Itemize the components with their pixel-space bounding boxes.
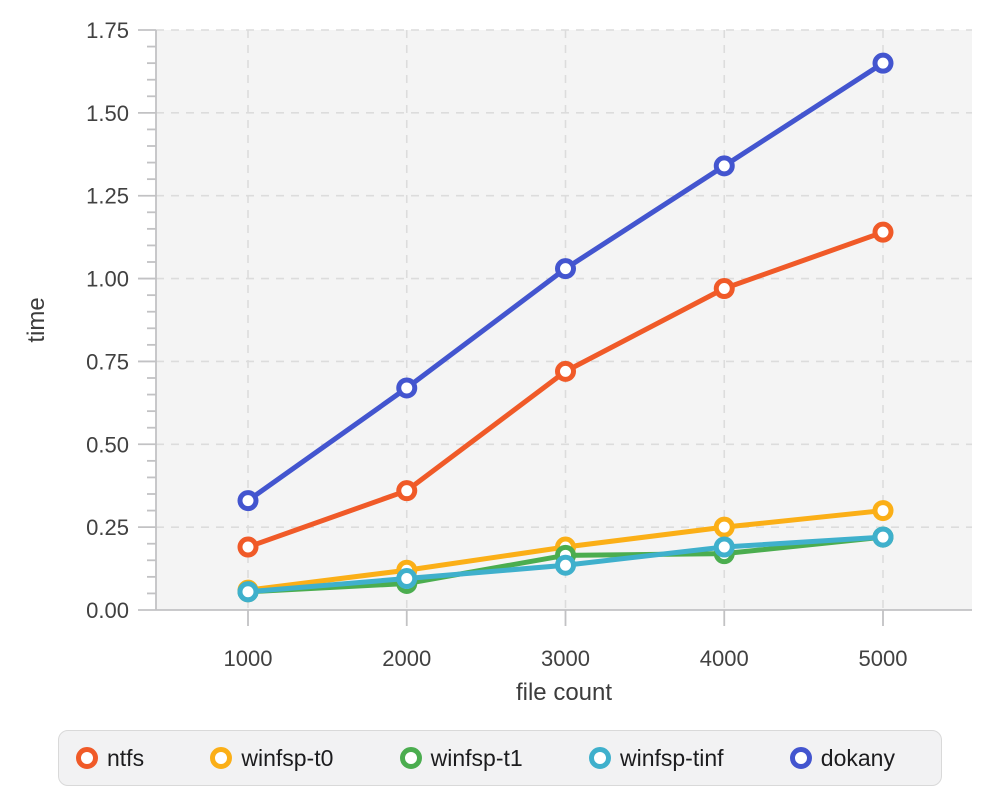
- x-tick-label: 4000: [700, 646, 749, 671]
- y-tick-label: 1.50: [86, 101, 129, 126]
- legend-marker-dokany: [789, 747, 812, 769]
- legend-label-dokany: dokany: [820, 744, 895, 771]
- data-point-dokany: [237, 490, 259, 512]
- data-point-winfsp-tinf: [555, 554, 576, 576]
- y-tick-label: 0.25: [86, 515, 129, 540]
- x-tick-label: 3000: [541, 646, 590, 671]
- data-point-dokany: [872, 52, 894, 74]
- legend-label-ntfs: ntfs: [107, 744, 145, 771]
- data-point-dokany: [555, 258, 576, 280]
- data-point-winfsp-tinf: [396, 568, 418, 590]
- x-tick-label: 1000: [224, 646, 273, 671]
- legend-item-ntfs: ntfs: [76, 744, 145, 771]
- data-point-ntfs: [555, 360, 576, 382]
- legend-marker-winfsp-t0: [210, 747, 233, 769]
- legend-marker-ntfs: [76, 747, 98, 769]
- data-point-ntfs: [713, 278, 735, 300]
- data-point-winfsp-t0: [872, 500, 894, 522]
- y-tick-label: 1.25: [86, 184, 129, 209]
- data-point-winfsp-tinf: [872, 526, 894, 548]
- data-point-winfsp-tinf: [237, 581, 259, 603]
- legend-item-winfsp-tinf: winfsp-tinf: [588, 744, 724, 771]
- legend-marker-winfsp-tinf: [588, 747, 611, 769]
- data-point-winfsp-tinf: [713, 536, 735, 558]
- data-point-ntfs: [237, 536, 259, 558]
- legend-marker-winfsp-t1: [399, 747, 422, 769]
- legend-label-winfsp-t1: winfsp-t1: [430, 744, 523, 771]
- data-point-dokany: [713, 155, 735, 177]
- y-tick-label: 1.75: [86, 18, 129, 43]
- x-tick-label: 2000: [382, 646, 431, 671]
- data-point-ntfs: [396, 480, 418, 502]
- y-tick-label: 0.50: [86, 432, 129, 457]
- legend-item-winfsp-t1: winfsp-t1: [399, 744, 523, 771]
- data-point-winfsp-t0: [713, 516, 735, 538]
- data-point-ntfs: [872, 221, 894, 243]
- x-tick-label: 5000: [859, 646, 908, 671]
- y-tick-label: 0.75: [86, 349, 129, 374]
- y-tick-label: 1.00: [86, 267, 129, 292]
- legend: ntfs winfsp-t0 winfsp-t1 winfsp-tinf dokany: [58, 730, 942, 786]
- y-tick-label: 0.00: [86, 598, 129, 623]
- x-axis-title: file count: [516, 679, 612, 706]
- y-axis-title: time: [23, 297, 50, 342]
- legend-item-dokany: dokany: [789, 744, 895, 771]
- legend-label-winfsp-tinf: winfsp-tinf: [619, 744, 724, 771]
- legend-label-winfsp-t0: winfsp-t0: [241, 744, 334, 771]
- plot-area: [156, 30, 972, 610]
- legend-item-winfsp-t0: winfsp-t0: [210, 744, 334, 771]
- data-point-dokany: [396, 377, 418, 399]
